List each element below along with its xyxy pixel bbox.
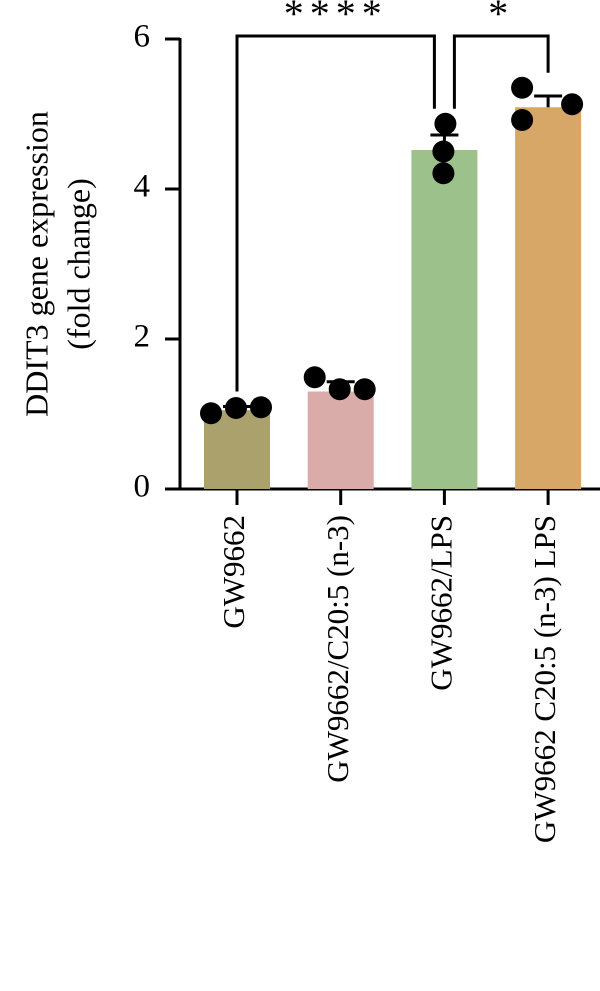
- y-tick-label: 0: [134, 469, 151, 505]
- y-tick-label: 6: [134, 19, 151, 55]
- data-point: [561, 93, 584, 116]
- data-point: [200, 402, 222, 425]
- significance-label: *: [488, 0, 514, 36]
- y-tick-label: 2: [134, 319, 151, 355]
- y-axis-label: (fold change): [60, 178, 96, 349]
- data-point: [328, 378, 351, 401]
- significance-bracket: [452, 34, 550, 109]
- y-axis-label: DDIT3 gene expression: [18, 111, 54, 417]
- bar: [307, 391, 374, 489]
- data-point: [225, 397, 247, 419]
- x-tick-label: GW9662/LPS: [424, 515, 459, 691]
- x-tick-label: GW9662 C20:5 (n-3) LPS: [527, 515, 562, 843]
- significance-label: ****: [284, 0, 388, 36]
- data-point: [250, 396, 272, 419]
- y-tick-label: 4: [134, 169, 151, 205]
- data-point: [432, 162, 455, 185]
- data-point: [434, 112, 457, 135]
- x-tick-label: GW9662: [216, 515, 251, 629]
- bar: [515, 107, 582, 489]
- data-point: [432, 140, 455, 163]
- x-tick-label: GW9662/C20:5 (n-3): [320, 515, 355, 783]
- data-point: [303, 366, 326, 389]
- significance-bracket: [235, 34, 436, 392]
- data-point: [353, 378, 376, 401]
- data-point: [511, 109, 534, 131]
- data-point: [511, 76, 534, 99]
- bar: [411, 150, 478, 489]
- error-bar: [534, 94, 563, 108]
